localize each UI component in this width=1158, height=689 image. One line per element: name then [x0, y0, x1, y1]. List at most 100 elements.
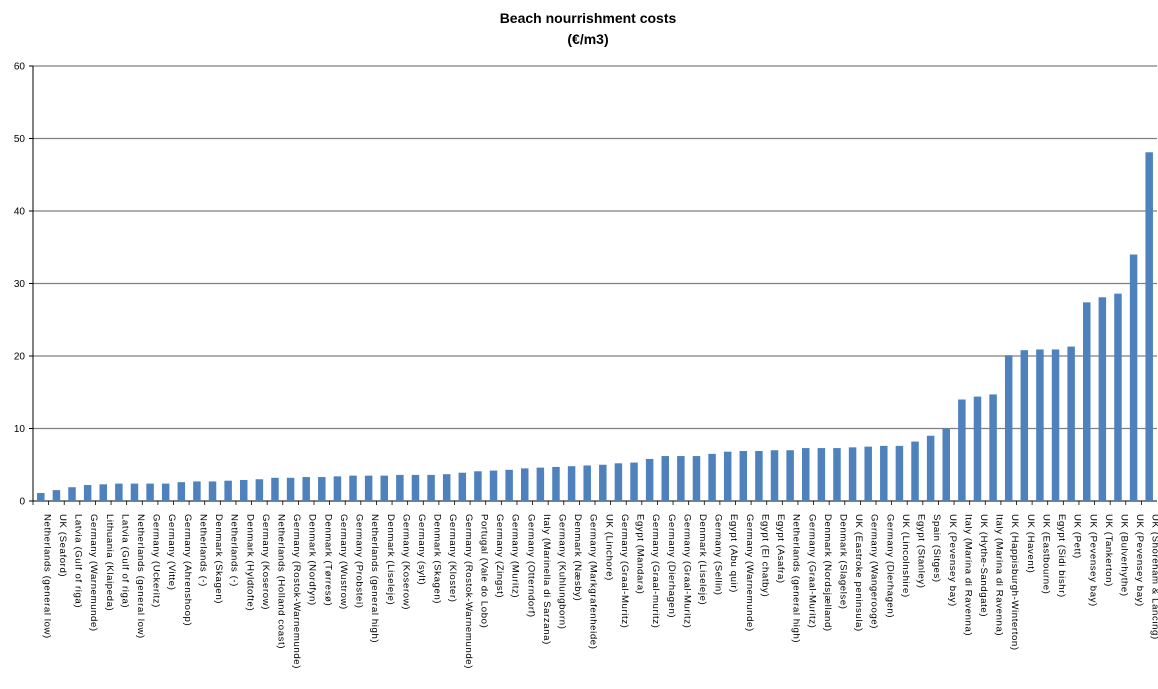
bar	[1145, 152, 1153, 501]
bar	[161, 483, 170, 501]
bar	[130, 483, 139, 501]
bar	[817, 448, 826, 501]
bar	[286, 477, 295, 501]
x-tick-label: Netherlands (general low)	[135, 514, 146, 639]
bar	[880, 445, 888, 501]
bar	[489, 470, 498, 501]
bar	[723, 451, 732, 501]
bar	[645, 458, 654, 501]
x-tick-label: UK (Happisburgh-Winterton)	[1009, 514, 1020, 651]
x-tick-label: Germany (Vitte)	[166, 514, 177, 591]
x-tick-label: UK (Pevensey bay)	[1087, 514, 1098, 607]
bar	[271, 477, 279, 501]
x-tick-label: Germany (Graal-muritz)	[650, 514, 661, 628]
bar	[474, 471, 482, 501]
bar	[802, 448, 810, 501]
x-tick-label: Denmark (Tørresø)	[322, 514, 333, 606]
bar	[770, 450, 779, 501]
x-tick-label: Germany (Muritz)	[510, 514, 521, 598]
x-tick-label: Germany (Zingst)	[494, 514, 505, 598]
bar	[599, 464, 607, 501]
x-tick-label: Netherlands (-)	[229, 514, 240, 587]
x-tick-label: Germany (Dierhagen)	[884, 514, 895, 618]
bar	[833, 448, 841, 501]
x-tick-label: UK (Eastroke peninsula)	[853, 514, 864, 632]
x-tick-label: UK (Eastbourne)	[1040, 514, 1051, 594]
bar	[396, 474, 404, 501]
x-tick-label: Egypt (Sidi bishr)	[1056, 514, 1067, 598]
bar	[193, 481, 201, 501]
x-tick-label: Germany (Otterndorf)	[525, 514, 536, 618]
bar	[52, 490, 61, 501]
x-tick-label: Egypt (Abu quir)	[728, 514, 739, 593]
bar	[37, 493, 45, 501]
bar	[552, 466, 560, 501]
bar	[895, 445, 904, 501]
x-tick-label: Netherlands (-)	[197, 514, 208, 587]
x-tick-label: Netherlands (Holland coast)	[275, 514, 286, 649]
bar	[1129, 254, 1138, 501]
bar	[536, 467, 545, 501]
axes: 0 10 20 30 40 50 60	[14, 62, 1157, 508]
bar	[458, 472, 467, 501]
gridlines	[33, 65, 1157, 430]
bar	[255, 479, 264, 501]
x-tick-label: Germany (Warnemunde)	[88, 514, 99, 632]
bar	[739, 450, 748, 501]
x-tick-label: Germany (Rostok-Warnemunde)	[291, 514, 302, 669]
x-tick-label: Germany (Warnemunde)	[744, 514, 755, 632]
bar	[1114, 293, 1122, 501]
x-tick-label: Italy (Marina di Ravenna)	[962, 514, 973, 636]
x-tick-label: Spain (Sitges)	[931, 514, 942, 583]
x-tick-label: Germany (Rostok-Warnemunde)	[463, 514, 474, 669]
x-tick-label: Lithuania (Klaipeda)	[104, 514, 115, 611]
bar	[708, 453, 716, 501]
x-tick-label: Germany (Wangerooge)	[869, 514, 880, 629]
bar	[864, 446, 872, 501]
bar	[567, 466, 576, 501]
bar	[505, 469, 513, 501]
bar	[1036, 349, 1044, 501]
x-tick-label: Latvia (Gulf of riga)	[119, 514, 130, 608]
y-tick-label: 30	[14, 279, 26, 290]
bar	[521, 468, 529, 501]
x-tick-label: Germany (Probstei)	[354, 514, 365, 609]
x-tick-label: Germany (Uckeritz)	[151, 514, 162, 608]
bar	[958, 399, 966, 501]
bar	[989, 394, 997, 501]
chart-title-line-1: Beach nourrishment costs	[500, 10, 677, 26]
bar	[302, 477, 310, 501]
bar	[614, 463, 623, 501]
bar	[83, 485, 92, 501]
x-tick-label: Portugal (Vale do Lobo)	[478, 514, 489, 628]
x-tick-label: Italy (Marinella di Sarzana)	[541, 514, 552, 645]
bar	[692, 456, 701, 501]
x-tick-label: UK (Pevensey bay)	[947, 514, 958, 607]
y-tick-label: 10	[14, 424, 26, 435]
y-tick-label: 60	[14, 62, 26, 73]
bar	[224, 480, 232, 501]
bar	[240, 479, 248, 501]
x-tick-label: Egypt (Stanley)	[916, 514, 927, 589]
bar	[427, 474, 435, 501]
bar	[848, 447, 857, 501]
x-tick-label: UK (Shoreham & Lancing)	[1150, 514, 1158, 640]
x-tick-label: Denmark (Nordsjælland)	[822, 514, 833, 632]
chart-title-line-2: (€/m3)	[567, 31, 608, 47]
x-tick-label: Germany (Koserow)	[260, 514, 271, 610]
bar	[973, 396, 982, 501]
bar	[755, 450, 763, 501]
bar	[942, 428, 950, 501]
bar	[208, 481, 217, 501]
y-tick-label: 20	[14, 352, 26, 363]
bar	[1051, 349, 1060, 501]
x-tick-label: UK (Pevensey bay)	[1134, 514, 1145, 607]
x-tick-label: UK (Linchore)	[603, 514, 614, 581]
bar	[442, 474, 451, 501]
x-tick-label: Denmark (Liseleje)	[697, 514, 708, 605]
x-tick-label: UK (Pett)	[1072, 514, 1083, 559]
x-tick-label: Netherlands (general low)	[41, 514, 52, 639]
x-tick-label: Latvia (Gulf of riga)	[73, 514, 84, 608]
bar	[1083, 302, 1091, 501]
